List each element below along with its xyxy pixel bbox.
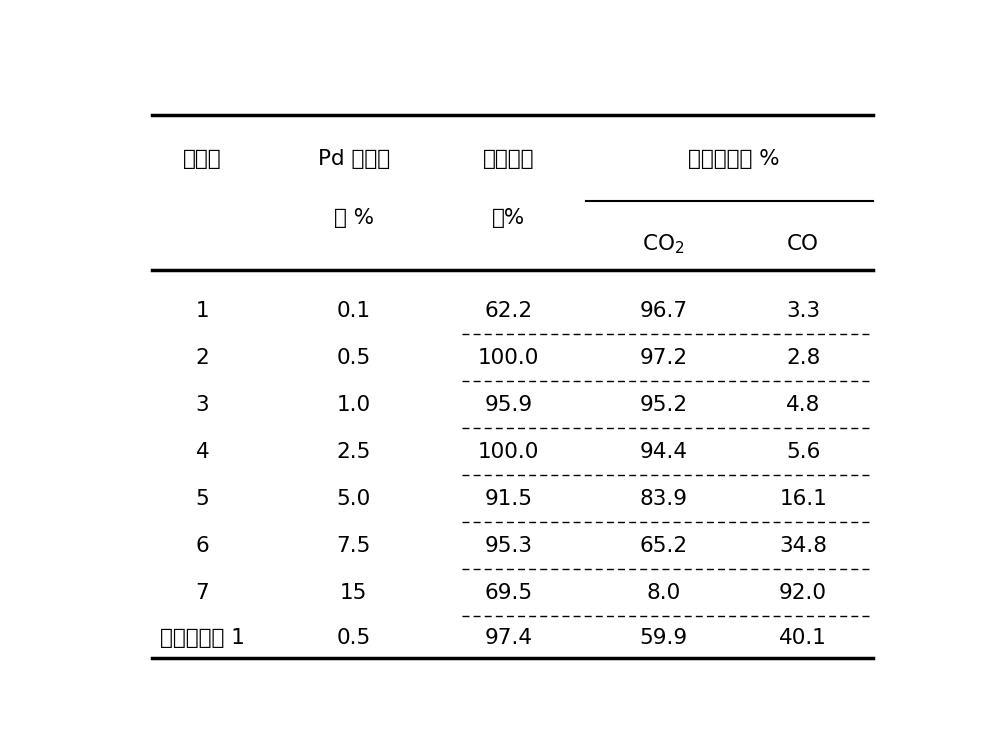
Text: 2.8: 2.8 (786, 348, 820, 368)
Text: 62.2: 62.2 (485, 301, 533, 321)
Text: 15: 15 (340, 583, 367, 603)
Text: 5.6: 5.6 (786, 442, 820, 462)
Text: 4.8: 4.8 (786, 395, 820, 415)
Text: 4: 4 (196, 442, 209, 462)
Text: CO$_2$: CO$_2$ (642, 232, 685, 256)
Text: 100.0: 100.0 (478, 442, 539, 462)
Text: 6: 6 (196, 536, 209, 556)
Text: 产物选择性 %: 产物选择性 % (688, 149, 779, 169)
Text: 3: 3 (196, 395, 209, 415)
Text: 69.5: 69.5 (485, 583, 533, 603)
Text: 8.0: 8.0 (646, 583, 681, 603)
Text: 97.2: 97.2 (640, 348, 688, 368)
Text: 7: 7 (196, 583, 209, 603)
Text: 7.5: 7.5 (336, 536, 371, 556)
Text: 95.2: 95.2 (640, 395, 688, 415)
Text: 0.1: 0.1 (337, 301, 371, 321)
Text: 5.0: 5.0 (336, 489, 371, 509)
Text: 0.5: 0.5 (336, 348, 371, 368)
Text: 甲醇转化: 甲醇转化 (483, 149, 534, 169)
Text: 3.3: 3.3 (786, 301, 820, 321)
Text: 94.4: 94.4 (640, 442, 688, 462)
Text: 对比实施例 1: 对比实施例 1 (160, 628, 245, 648)
Text: 5: 5 (196, 489, 209, 509)
Text: 95.3: 95.3 (485, 536, 533, 556)
Text: 100.0: 100.0 (478, 348, 539, 368)
Text: 40.1: 40.1 (779, 628, 827, 648)
Text: Pd 质量分: Pd 质量分 (318, 149, 390, 169)
Text: 2.5: 2.5 (336, 442, 371, 462)
Text: 16.1: 16.1 (779, 489, 827, 509)
Text: 率%: 率% (492, 208, 525, 228)
Text: 59.9: 59.9 (640, 628, 688, 648)
Text: 95.9: 95.9 (485, 395, 533, 415)
Text: 97.4: 97.4 (485, 628, 533, 648)
Text: 34.8: 34.8 (779, 536, 827, 556)
Text: 0.5: 0.5 (336, 628, 371, 648)
Text: 83.9: 83.9 (640, 489, 688, 509)
Text: CO: CO (787, 234, 819, 254)
Text: 1: 1 (196, 301, 209, 321)
Text: 实施例: 实施例 (183, 149, 222, 169)
Text: 2: 2 (196, 348, 209, 368)
Text: 65.2: 65.2 (640, 536, 688, 556)
Text: 92.0: 92.0 (779, 583, 827, 603)
Text: 1.0: 1.0 (337, 395, 371, 415)
Text: 96.7: 96.7 (640, 301, 688, 321)
Text: 数 %: 数 % (334, 208, 374, 228)
Text: 91.5: 91.5 (485, 489, 533, 509)
